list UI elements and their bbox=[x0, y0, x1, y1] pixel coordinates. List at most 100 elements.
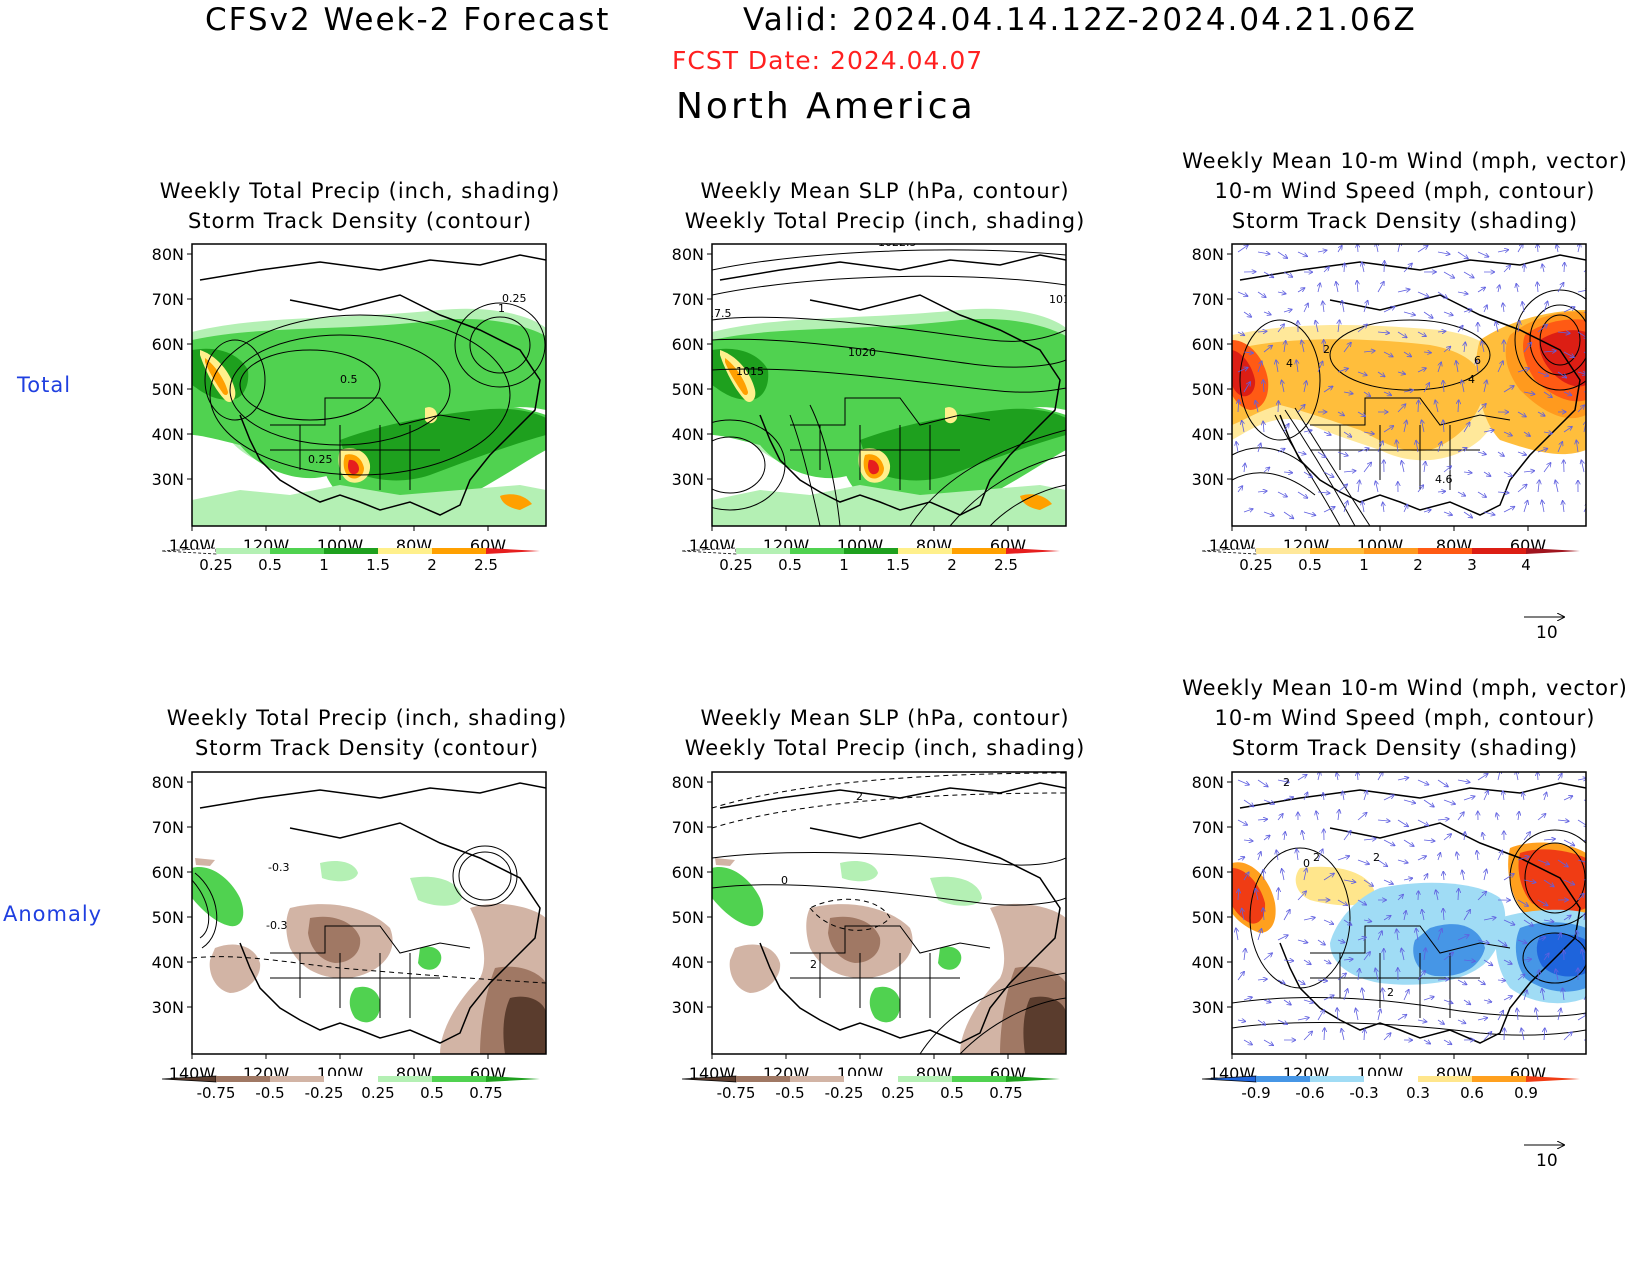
lat-tick-label: 30N bbox=[672, 470, 704, 489]
contour-label: 0 bbox=[704, 810, 711, 823]
colorbar-swatch bbox=[790, 1076, 844, 1082]
lat-tick-label: 60N bbox=[672, 863, 704, 882]
contour-label: 2 bbox=[1283, 776, 1290, 789]
contour-label: 4 bbox=[1286, 357, 1293, 370]
contour-label: 0 bbox=[1303, 857, 1310, 870]
colorbar-swatch bbox=[1256, 1076, 1310, 1082]
colorbar-label: 2.5 bbox=[474, 556, 498, 574]
colorbar-label: 0.25 bbox=[881, 1084, 914, 1102]
panel-title-anom-wind: Weekly Mean 10-m Wind (mph, vector) 10-m… bbox=[1182, 676, 1628, 760]
colorbar-label: 0.3 bbox=[1406, 1084, 1430, 1102]
lat-tick-label: 80N bbox=[1192, 773, 1224, 792]
lat-tick-label: 40N bbox=[152, 953, 184, 972]
contour-label: 0 bbox=[781, 874, 788, 887]
lat-axis: 80N 70N 60N 50N 40N 30N bbox=[1192, 773, 1232, 1017]
contour-label: 2 bbox=[810, 958, 817, 971]
contour-label: 1015 bbox=[736, 365, 764, 378]
colorbar-label: 0.25 bbox=[199, 556, 232, 574]
lat-tick-label: 70N bbox=[1192, 818, 1224, 837]
colorbar-label: 0.9 bbox=[1514, 1084, 1538, 1102]
colorbar-swatch bbox=[324, 548, 378, 554]
colorbar-label: 2.5 bbox=[994, 556, 1018, 574]
colorbar-swatch bbox=[1006, 548, 1060, 554]
colorbar-swatch bbox=[952, 1076, 1006, 1082]
colorbar-swatch bbox=[1526, 548, 1580, 554]
lat-tick-label: 60N bbox=[152, 335, 184, 354]
colorbar-label: -0.5 bbox=[255, 1084, 284, 1102]
colorbar-precip-anom: -0.75 -0.5 -0.25 0.25 0.5 0.75 bbox=[681, 1075, 1060, 1102]
colorbar-swatch bbox=[1310, 1076, 1364, 1082]
colorbar-swatch bbox=[1364, 548, 1418, 554]
contour-label: 0.5 bbox=[340, 373, 358, 386]
colorbar-swatch bbox=[790, 548, 844, 554]
lat-tick-label: 50N bbox=[672, 908, 704, 927]
lat-tick-label: 80N bbox=[672, 773, 704, 792]
colorbar-label: 0.75 bbox=[469, 1084, 502, 1102]
colorbar-swatch bbox=[952, 548, 1006, 554]
colorbar-label: 0.5 bbox=[940, 1084, 964, 1102]
colorbar-swatch bbox=[270, 1076, 324, 1082]
region-title: North America bbox=[676, 86, 976, 127]
lat-tick-label: 80N bbox=[152, 245, 184, 264]
contour-label: 6 bbox=[1474, 354, 1481, 367]
colorbar-swatch bbox=[1418, 548, 1472, 554]
colorbar-swatch bbox=[1310, 548, 1364, 554]
contour-label: 2 bbox=[856, 790, 863, 803]
colorbar-storm-anom: -0.9 -0.6 -0.3 0.3 0.6 0.9 bbox=[1201, 1075, 1580, 1102]
colorbar-label: -0.5 bbox=[775, 1084, 804, 1102]
lat-tick-label: 50N bbox=[1192, 380, 1224, 399]
colorbar-label: 1.5 bbox=[366, 556, 390, 574]
colorbar-storm-total: 0.25 0.5 1 2 3 4 bbox=[1201, 547, 1580, 574]
lat-axis: 80N 70N 60N 50N 40N 30N bbox=[152, 245, 192, 489]
colorbar-swatch bbox=[216, 548, 270, 554]
map-total-slp: 1022.5 1017.5 1015 1020 101 80N 70N 60N 50N… bbox=[672, 243, 1070, 574]
lat-tick-label: 30N bbox=[152, 470, 184, 489]
wind-vectors bbox=[1236, 244, 1586, 519]
colorbar-label: 0.25 bbox=[719, 556, 752, 574]
colorbar-swatch bbox=[1256, 548, 1310, 554]
lat-tick-label: 60N bbox=[1192, 863, 1224, 882]
row-label-anomaly: Anomaly bbox=[3, 902, 103, 926]
colorbar-swatch bbox=[216, 1076, 270, 1082]
lat-tick-label: 30N bbox=[152, 998, 184, 1017]
colorbar-swatch bbox=[844, 1076, 898, 1082]
contour-label: 2 bbox=[1387, 986, 1394, 999]
contour-label: 2 bbox=[1373, 851, 1380, 864]
colorbar-swatch bbox=[1472, 548, 1526, 554]
lat-tick-label: 30N bbox=[1192, 470, 1224, 489]
svg-text:10: 10 bbox=[1536, 623, 1558, 643]
colorbar-swatch bbox=[378, 1076, 432, 1082]
colorbar-label: 0.25 bbox=[361, 1084, 394, 1102]
colorbar-swatch bbox=[432, 1076, 486, 1082]
figure-title: CFSv2 Week-2 Forecast bbox=[205, 2, 611, 38]
lat-tick-label: 60N bbox=[152, 863, 184, 882]
colorbar-swatch bbox=[432, 548, 486, 554]
lat-tick-label: 30N bbox=[1192, 998, 1224, 1017]
lat-axis: 80N 70N 60N 50N 40N 30N bbox=[672, 245, 712, 489]
lat-tick-label: 70N bbox=[152, 818, 184, 837]
colorbar-label: -0.25 bbox=[305, 1084, 344, 1102]
reference-vector: 10 bbox=[1524, 1145, 1564, 1171]
reference-vector: 10 bbox=[1524, 617, 1564, 643]
lat-tick-label: 60N bbox=[1192, 335, 1224, 354]
svg-text:10: 10 bbox=[1536, 1151, 1558, 1171]
colorbar-swatch bbox=[898, 548, 952, 554]
colorbar-label: 2 bbox=[947, 556, 957, 574]
wind-vectors bbox=[1236, 772, 1586, 1046]
colorbar-swatch bbox=[736, 1076, 790, 1082]
contour-label: 2 bbox=[1323, 343, 1330, 356]
contour-label: 101 bbox=[1049, 293, 1070, 306]
lat-axis: 80N 70N 60N 50N 40N 30N bbox=[1192, 245, 1232, 489]
lat-tick-label: 50N bbox=[152, 380, 184, 399]
panel-title-total-precip: Weekly Total Precip (inch, shading) Stor… bbox=[159, 179, 561, 233]
lat-tick-label: 70N bbox=[1192, 290, 1224, 309]
contour-label: 2 bbox=[1313, 851, 1320, 864]
colorbar-label: 1 bbox=[319, 556, 329, 574]
colorbar-swatch bbox=[378, 548, 432, 554]
colorbar-label: 1 bbox=[1359, 556, 1369, 574]
colorbar-swatch bbox=[1364, 1076, 1418, 1082]
colorbar-swatch bbox=[1418, 1076, 1472, 1082]
contour-label: 0.25 bbox=[308, 453, 333, 466]
